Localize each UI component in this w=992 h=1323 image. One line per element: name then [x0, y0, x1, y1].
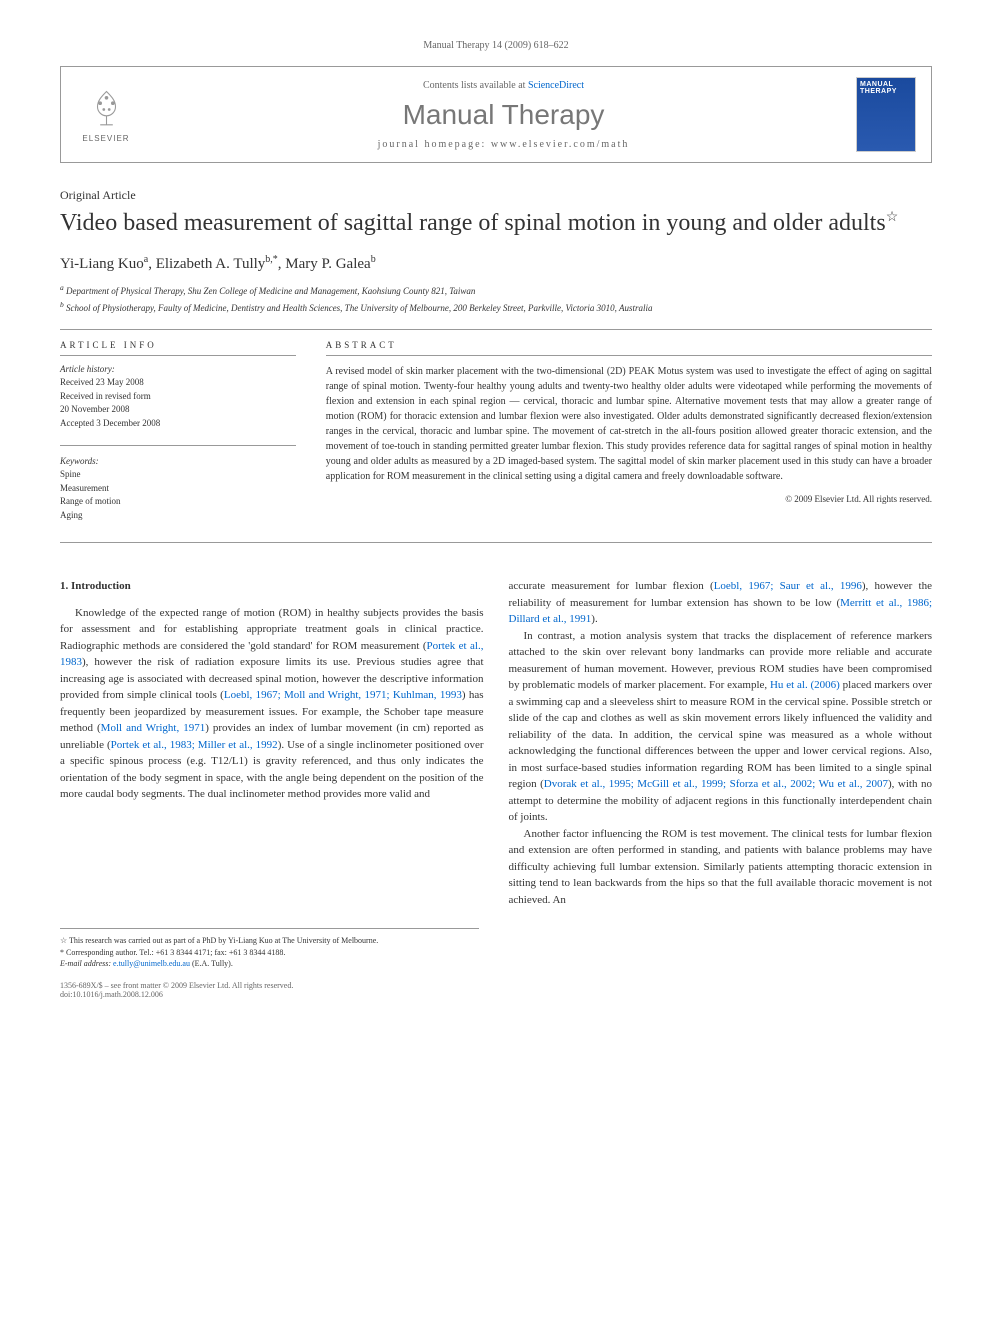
- email-suffix: (E.A. Tully).: [190, 959, 233, 968]
- divider-top: [60, 329, 932, 330]
- footer-line-1: 1356-689X/$ – see front matter © 2009 El…: [60, 981, 932, 990]
- keyword-2: Measurement: [60, 482, 296, 496]
- abstract-text: A revised model of skin marker placement…: [326, 364, 932, 484]
- abstract-column: ABSTRACT A revised model of skin marker …: [326, 340, 932, 522]
- email-link[interactable]: e.tully@unimelb.edu.au: [113, 959, 190, 968]
- ref-loebl-moll-kuhlman[interactable]: Loebl, 1967; Moll and Wright, 1971; Kuhl…: [224, 689, 462, 701]
- ref-hu-2006[interactable]: Hu et al. (2006): [770, 679, 840, 691]
- history-label: Article history:: [60, 364, 296, 374]
- footnote-corresponding: * Corresponding author. Tel.: +61 3 8344…: [60, 947, 479, 958]
- journal-header-box: ELSEVIER Contents lists available at Sci…: [60, 66, 932, 163]
- column-right: accurate measurement for lumbar flexion …: [509, 578, 933, 908]
- keywords-label: Keywords:: [60, 456, 296, 466]
- info-abstract-row: ARTICLE INFO Article history: Received 2…: [60, 340, 932, 522]
- abstract-copyright: © 2009 Elsevier Ltd. All rights reserved…: [326, 494, 932, 504]
- author-2-sup: b,*: [265, 254, 278, 265]
- running-header: Manual Therapy 14 (2009) 618–622: [60, 40, 932, 51]
- page-footer: 1356-689X/$ – see front matter © 2009 El…: [60, 981, 932, 999]
- body-columns: 1. Introduction Knowledge of the expecte…: [60, 578, 932, 908]
- intro-paragraph-1: Knowledge of the expected range of motio…: [60, 605, 484, 803]
- elsevier-logo: ELSEVIER: [76, 80, 136, 150]
- article-info-heading: ARTICLE INFO: [60, 340, 296, 356]
- journal-name: Manual Therapy: [151, 99, 856, 131]
- authors-line: Yi-Liang Kuoa, Elizabeth A. Tullyb,*, Ma…: [60, 254, 932, 273]
- author-1-sup: a: [144, 254, 148, 265]
- c2p1a: accurate measurement for lumbar flexion …: [509, 580, 714, 592]
- keyword-3: Range of motion: [60, 495, 296, 509]
- col2-paragraph-1: accurate measurement for lumbar flexion …: [509, 578, 933, 628]
- intro-heading: 1. Introduction: [60, 578, 484, 595]
- divider-body: [60, 542, 932, 543]
- col2-paragraph-3: Another factor influencing the ROM is te…: [509, 826, 933, 909]
- affil-b-text: School of Physiotherapy, Faulty of Medic…: [66, 303, 652, 313]
- page-container: Manual Therapy 14 (2009) 618–622 ELSEVIE…: [0, 0, 992, 1039]
- ref-portek-miller[interactable]: Portek et al., 1983; Miller et al., 1992: [111, 739, 278, 751]
- footnote-email-line: E-mail address: e.tully@unimelb.edu.au (…: [60, 958, 479, 969]
- affil-a-sup: a: [60, 283, 64, 292]
- email-label: E-mail address:: [60, 959, 113, 968]
- journal-cover-thumbnail: MANUAL THERAPY: [856, 77, 916, 152]
- author-2: Elizabeth A. Tully: [156, 256, 266, 272]
- affiliation-b: b School of Physiotherapy, Faulty of Med…: [60, 300, 932, 315]
- title-text: Video based measurement of sagittal rang…: [60, 210, 886, 236]
- c2p2b: placed markers over a swimming cap and a…: [509, 679, 933, 790]
- cover-title: MANUAL THERAPY: [857, 78, 915, 98]
- column-left: 1. Introduction Knowledge of the expecte…: [60, 578, 484, 908]
- history-2: Received in revised form: [60, 390, 296, 404]
- elsevier-label: ELSEVIER: [82, 134, 129, 143]
- journal-center: Contents lists available at ScienceDirec…: [151, 80, 856, 150]
- contents-line: Contents lists available at ScienceDirec…: [151, 80, 856, 91]
- p1a: Knowledge of the expected range of motio…: [60, 607, 484, 652]
- ref-moll-wright-1971[interactable]: Moll and Wright, 1971: [101, 722, 206, 734]
- author-3: Mary P. Galea: [285, 256, 370, 272]
- title-star: ☆: [886, 210, 899, 225]
- divider-keywords: [60, 445, 296, 446]
- history-1: Received 23 May 2008: [60, 376, 296, 390]
- sciencedirect-link[interactable]: ScienceDirect: [528, 80, 584, 91]
- author-1: Yi-Liang Kuo: [60, 256, 144, 272]
- article-info-column: ARTICLE INFO Article history: Received 2…: [60, 340, 296, 522]
- keyword-4: Aging: [60, 509, 296, 523]
- abstract-heading: ABSTRACT: [326, 340, 932, 356]
- ref-dvorak-etal[interactable]: Dvorak et al., 1995; McGill et al., 1999…: [544, 778, 888, 790]
- contents-prefix: Contents lists available at: [423, 80, 528, 91]
- affiliation-a: a Department of Physical Therapy, Shu Ze…: [60, 283, 932, 298]
- history-3: 20 November 2008: [60, 403, 296, 417]
- ref-loebl-saur[interactable]: Loebl, 1967; Saur et al., 1996: [714, 580, 862, 592]
- history-4: Accepted 3 December 2008: [60, 417, 296, 431]
- affil-b-sup: b: [60, 300, 64, 309]
- keyword-1: Spine: [60, 468, 296, 482]
- footnotes: ☆ This research was carried out as part …: [60, 928, 479, 969]
- author-3-sup: b: [371, 254, 376, 265]
- footnote-star: ☆ This research was carried out as part …: [60, 935, 479, 946]
- affil-a-text: Department of Physical Therapy, Shu Zen …: [66, 286, 475, 296]
- col2-paragraph-2: In contrast, a motion analysis system th…: [509, 628, 933, 826]
- footer-line-2: doi:10.1016/j.math.2008.12.006: [60, 990, 932, 999]
- article-title: Video based measurement of sagittal rang…: [60, 208, 932, 239]
- elsevier-tree-icon: [84, 87, 129, 132]
- article-type: Original Article: [60, 188, 932, 203]
- c2p1c: ).: [591, 613, 597, 625]
- journal-homepage: journal homepage: www.elsevier.com/math: [151, 139, 856, 150]
